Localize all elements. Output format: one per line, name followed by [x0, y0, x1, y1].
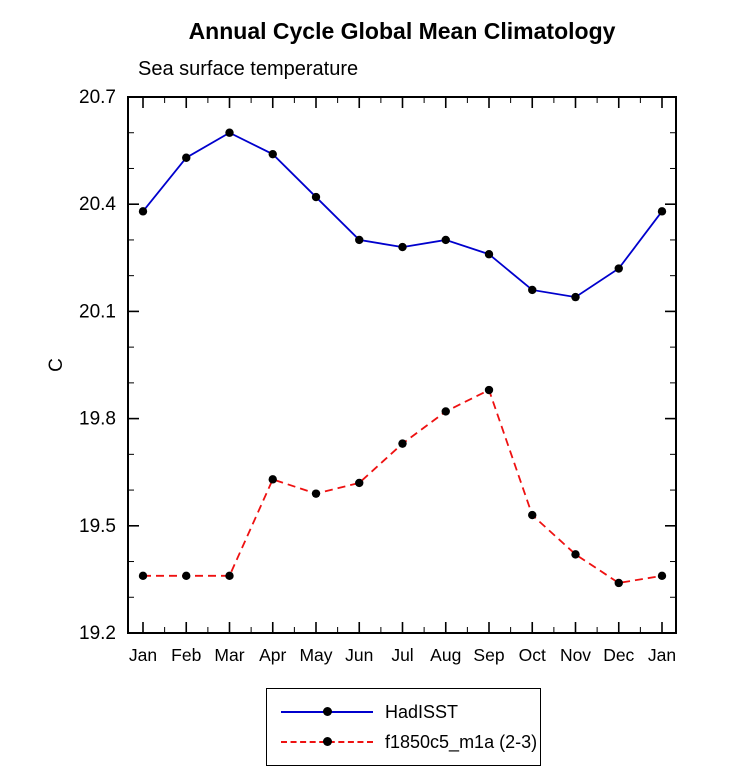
svg-text:Feb: Feb: [171, 645, 201, 665]
legend-label: f1850c5_m1a (2-3): [385, 731, 538, 752]
svg-text:20.4: 20.4: [79, 194, 116, 215]
svg-text:19.2: 19.2: [79, 623, 116, 644]
svg-text:19.8: 19.8: [79, 409, 116, 430]
svg-text:20.7: 20.7: [79, 87, 116, 108]
legend-label: HadISST: [385, 701, 459, 722]
svg-text:Apr: Apr: [259, 645, 286, 665]
series-line-1: [143, 388, 663, 584]
chart-legend: HadISST f1850c5_m1a (2-3): [266, 688, 541, 766]
svg-text:Aug: Aug: [430, 645, 461, 665]
svg-text:Sep: Sep: [473, 645, 504, 665]
y-axis-labels: 19.2 19.5 19.8 20.1 20.4 20.7: [79, 87, 116, 644]
legend-row-hadisst: HadISST: [281, 697, 526, 727]
svg-text:Mar: Mar: [214, 645, 244, 665]
y-axis-title: C: [46, 358, 67, 372]
series-markers-1: [138, 385, 667, 588]
marker-dot-icon: [323, 707, 332, 716]
legend-row-model: f1850c5_m1a (2-3): [281, 727, 537, 757]
svg-text:May: May: [299, 645, 332, 665]
series-line-0: [142, 131, 663, 299]
series-markers-0: [138, 128, 667, 302]
svg-text:19.5: 19.5: [79, 516, 116, 537]
svg-text:Jan: Jan: [648, 645, 676, 665]
x-axis-ticks: [142, 97, 663, 633]
legend-line-sample-dashed: [281, 736, 373, 748]
plot-border: [127, 96, 677, 634]
legend-line-sample-solid: [281, 706, 373, 718]
y-axis-ticks: [128, 96, 676, 634]
svg-text:Jul: Jul: [391, 645, 413, 665]
svg-text:20.1: 20.1: [79, 301, 116, 322]
chart-title: Annual Cycle Global Mean Climatology: [188, 18, 616, 44]
svg-text:Dec: Dec: [603, 645, 634, 665]
marker-dot-icon: [323, 737, 332, 746]
x-axis-labels: Jan Feb Mar Apr May Jun Jul Aug Sep Oct Nov Dec Jan: [129, 645, 676, 665]
svg-text:Nov: Nov: [560, 645, 591, 665]
chart-subtitle: Sea surface temperature: [138, 58, 359, 80]
svg-text:Jun: Jun: [345, 645, 373, 665]
svg-text:Jan: Jan: [129, 645, 157, 665]
svg-text:Oct: Oct: [519, 645, 546, 665]
